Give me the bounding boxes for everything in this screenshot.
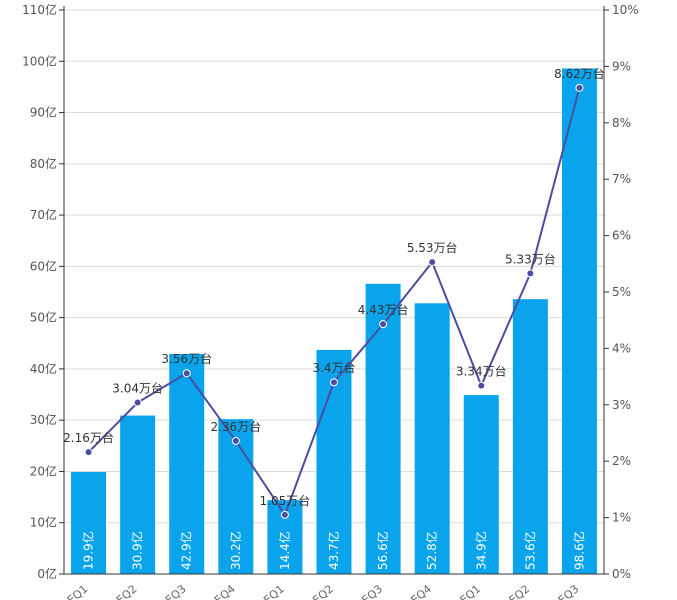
line-point-label: 3.4万台 bbox=[312, 360, 355, 375]
right-axis-ticks: 0% 1% 2% 3% 4% 5% 6% 7% 8% 9% 10% bbox=[604, 3, 639, 581]
bar bbox=[512, 299, 548, 574]
left-tick-label: 110亿 bbox=[22, 2, 57, 17]
line-point-label: 8.62万台 bbox=[554, 66, 605, 81]
bar-value-label: 42.9亿 bbox=[179, 531, 194, 570]
bar-value-label: 43.7亿 bbox=[326, 531, 341, 570]
left-tick-label: 30亿 bbox=[30, 412, 57, 427]
x-category-label: EQ3 bbox=[556, 582, 582, 600]
bars-group bbox=[71, 68, 597, 574]
bar-value-label: 98.6亿 bbox=[571, 531, 586, 570]
line-series-group: 2.16万台 3.04万台 3.56万台 2.36万台 1.05万台 3.4万台 4.43万… bbox=[63, 66, 605, 519]
left-axis-ticks: 0亿 10亿 20亿 30亿 40亿 50亿 60亿 70亿 80亿 90亿 100亿 110亿 bbox=[22, 2, 64, 581]
bar-value-label: 19.9亿 bbox=[81, 531, 96, 570]
bar-value-label: 53.6亿 bbox=[522, 531, 537, 570]
x-category-label: EQ1 bbox=[458, 582, 484, 600]
line-point-label: 5.33万台 bbox=[505, 251, 556, 266]
bar bbox=[120, 415, 156, 574]
line-point bbox=[526, 269, 535, 278]
right-tick-label: 7% bbox=[612, 172, 631, 186]
right-tick-label: 4% bbox=[612, 341, 631, 355]
line-point-label: 3.34万台 bbox=[456, 364, 507, 379]
line-point bbox=[133, 398, 142, 407]
left-tick-label: 60亿 bbox=[30, 258, 57, 273]
x-axis-categories: EQ1 EQ2 EQ3 EQ4 EQ1 EQ2 EQ3 EQ4 EQ1 EQ2 EQ3 bbox=[65, 582, 582, 600]
x-category-label: EQ2 bbox=[507, 582, 533, 600]
left-tick-label: 90亿 bbox=[30, 105, 57, 120]
right-tick-label: 9% bbox=[612, 59, 631, 73]
line-point bbox=[575, 83, 584, 92]
bar bbox=[463, 395, 499, 574]
x-category-label: EQ3 bbox=[359, 582, 385, 600]
right-tick-label: 3% bbox=[612, 398, 631, 412]
right-tick-label: 8% bbox=[612, 116, 631, 130]
line-point-label: 5.53万台 bbox=[407, 240, 458, 255]
x-category-label: EQ2 bbox=[114, 582, 140, 600]
right-tick-label: 0% bbox=[612, 567, 631, 581]
right-tick-label: 2% bbox=[612, 454, 631, 468]
line-point bbox=[280, 510, 289, 519]
x-category-label: EQ4 bbox=[408, 582, 434, 600]
bar bbox=[365, 283, 401, 574]
bar-value-label: 30.2亿 bbox=[228, 531, 243, 570]
line-point-label: 2.36万台 bbox=[210, 419, 261, 434]
left-tick-label: 50亿 bbox=[30, 310, 57, 325]
line-point bbox=[477, 381, 486, 390]
x-category-label: EQ3 bbox=[163, 582, 189, 600]
line-point bbox=[182, 369, 191, 378]
right-tick-label: 6% bbox=[612, 229, 631, 243]
bar-value-label: 52.8亿 bbox=[424, 531, 439, 570]
line-point bbox=[379, 320, 388, 329]
line-point-label: 4.43万台 bbox=[358, 302, 409, 317]
bar-labels-group: 19.9亿 30.9亿 42.9亿 30.2亿 14.4亿 43.7亿 56.6亿 52.8亿… bbox=[81, 531, 587, 570]
line-point-label: 3.04万台 bbox=[112, 381, 163, 396]
left-tick-label: 80亿 bbox=[30, 156, 57, 171]
left-tick-label: 20亿 bbox=[30, 463, 57, 478]
x-category-label: EQ1 bbox=[65, 582, 91, 600]
left-tick-label: 70亿 bbox=[30, 207, 57, 222]
line-point bbox=[428, 258, 437, 267]
bar bbox=[561, 68, 597, 574]
bar-value-label: 34.9亿 bbox=[473, 531, 488, 570]
bar-value-label: 14.4亿 bbox=[277, 531, 292, 570]
line-point-label: 2.16万台 bbox=[63, 430, 114, 445]
line-point bbox=[330, 378, 338, 387]
line-point-label: 3.56万台 bbox=[161, 351, 212, 366]
bar bbox=[71, 471, 107, 574]
left-tick-label: 40亿 bbox=[30, 361, 57, 376]
right-tick-label: 10% bbox=[612, 3, 639, 17]
axes-group bbox=[63, 6, 605, 575]
bar-value-label: 56.6亿 bbox=[375, 531, 390, 570]
left-tick-label: 100亿 bbox=[22, 53, 57, 68]
bar bbox=[218, 419, 254, 574]
bar-value-label: 30.9亿 bbox=[130, 531, 145, 570]
line-point bbox=[84, 448, 93, 457]
line-point bbox=[231, 436, 240, 445]
bar bbox=[316, 349, 352, 574]
left-tick-label: 0亿 bbox=[37, 566, 57, 581]
x-category-label: EQ1 bbox=[261, 582, 287, 600]
x-category-label: EQ4 bbox=[212, 582, 238, 600]
right-tick-label: 5% bbox=[612, 285, 631, 299]
right-tick-label: 1% bbox=[612, 511, 631, 525]
line-point-label: 1.05万台 bbox=[260, 493, 311, 508]
left-tick-label: 10亿 bbox=[30, 515, 57, 530]
x-category-label: EQ2 bbox=[310, 582, 336, 600]
bar bbox=[414, 303, 450, 574]
